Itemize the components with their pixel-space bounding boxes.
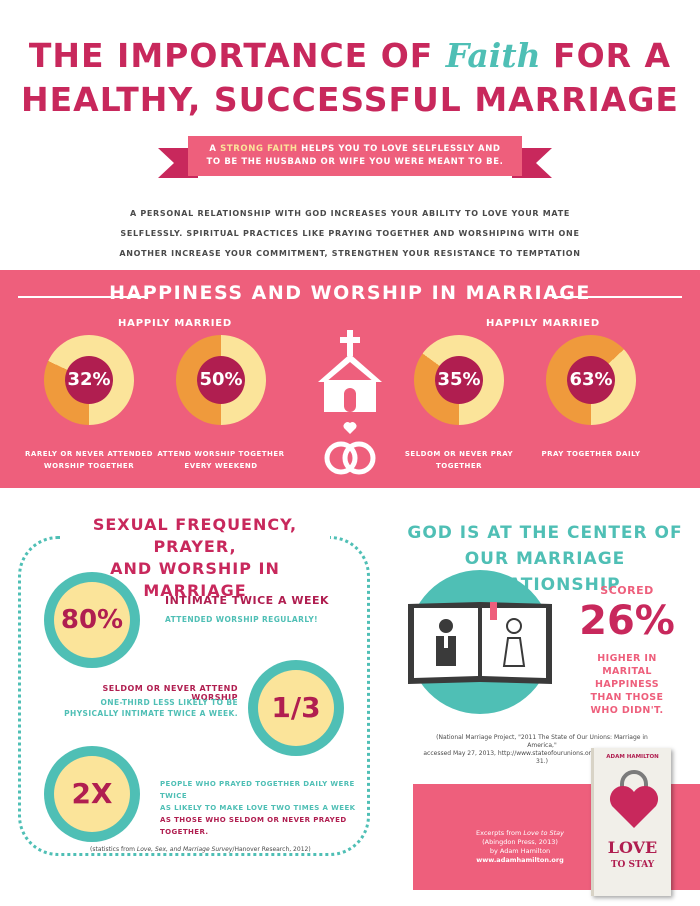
ribbon-text: A STRONG FAITH HELPS YOU TO LOVE SELFLES… [188, 136, 522, 176]
stat-circle-2x: 2X [44, 746, 140, 842]
groom-icon [439, 619, 453, 633]
ring-icon [342, 441, 376, 475]
stat-subtitle: ATTENDED WORSHIP REGULARLY! [165, 615, 318, 624]
citation: (statistics from Love, Sex, and Marriage… [90, 846, 311, 853]
donut-label: SELDOM OR NEVER PRAY TOGETHER [404, 450, 514, 470]
church-icon [318, 330, 382, 475]
ribbon-banner: A STRONG FAITH HELPS YOU TO LOVE SELFLES… [158, 136, 530, 180]
book-title: LOVE [607, 838, 658, 857]
donut-chart: 35% [414, 335, 504, 425]
bookmark-icon [490, 602, 497, 620]
donut-chart: 50% [176, 335, 266, 425]
title-accent: Faith [445, 36, 541, 75]
donut-value: 50% [197, 356, 245, 404]
padlock-icon [609, 770, 659, 828]
bible-icon [408, 570, 552, 714]
stat-circle-80: 80% [44, 572, 140, 668]
stat-subtitle: ONE-THIRD LESS LIKELY TO BE PHYSICALLY I… [64, 698, 238, 718]
page-title: THE IMPORTANCE OF Faith FOR A HEALTHY, S… [0, 34, 700, 122]
stat-title: SELDOM OR NEVER ATTEND WORSHIP [102, 684, 238, 702]
book-subtitle: TO STAY [610, 860, 655, 870]
divider [552, 296, 682, 298]
god-stat-description: HIGHER IN MARITAL HAPPINESS THAN THOSE W… [590, 653, 664, 716]
book-cover: ADAM HAMILTON LOVE TO STAY [591, 748, 671, 896]
divider [18, 296, 148, 298]
book-author: ADAM HAMILTON [606, 754, 659, 760]
bride-icon [506, 618, 522, 634]
god-stat-value: 26% [579, 598, 675, 644]
sexual-frequency-title: SEXUAL FREQUENCY, PRAYER, AND WORSHIP IN… [92, 515, 298, 600]
donut-label: ATTEND WORSHIP TOGETHER EVERY WEEKEND [157, 450, 285, 470]
happily-married-label: HAPPILY MARRIED [118, 318, 232, 329]
donut-value: 32% [65, 356, 113, 404]
stat-circle-third: 1/3 [248, 660, 344, 756]
ring-icon [324, 441, 358, 475]
stat-description: PEOPLE WHO PRAYED TOGETHER DAILY WERE TW… [160, 780, 356, 836]
donut-value: 35% [435, 356, 483, 404]
donut-value: 63% [567, 356, 615, 404]
donut-label: PRAY TOGETHER DAILY [541, 450, 641, 458]
ribbon-highlight: STRONG FAITH [220, 144, 298, 154]
donut-chart: 63% [546, 335, 636, 425]
heart-icon [343, 422, 357, 434]
stat-title: INTIMATE TWICE A WEEK [165, 594, 330, 607]
title-line-2: HEALTHY, SUCCESSFUL MARRIAGE [21, 80, 679, 119]
happily-married-label: HAPPILY MARRIED [486, 318, 600, 329]
god-citation: (National Marriage Project, "2011 The St… [423, 734, 661, 765]
scored-label: SCORED [600, 584, 654, 597]
happiness-title: HAPPINESS AND WORSHIP IN MARRIAGE [109, 282, 591, 304]
excerpt-text: Excerpts from Love to Stay (Abingdon Pre… [475, 829, 564, 864]
donut-chart: 32% [44, 335, 134, 425]
donut-label: RARELY OR NEVER ATTENDED WORSHIP TOGETHE… [25, 450, 153, 470]
title-line-1: THE IMPORTANCE OF Faith FOR A [28, 36, 672, 75]
